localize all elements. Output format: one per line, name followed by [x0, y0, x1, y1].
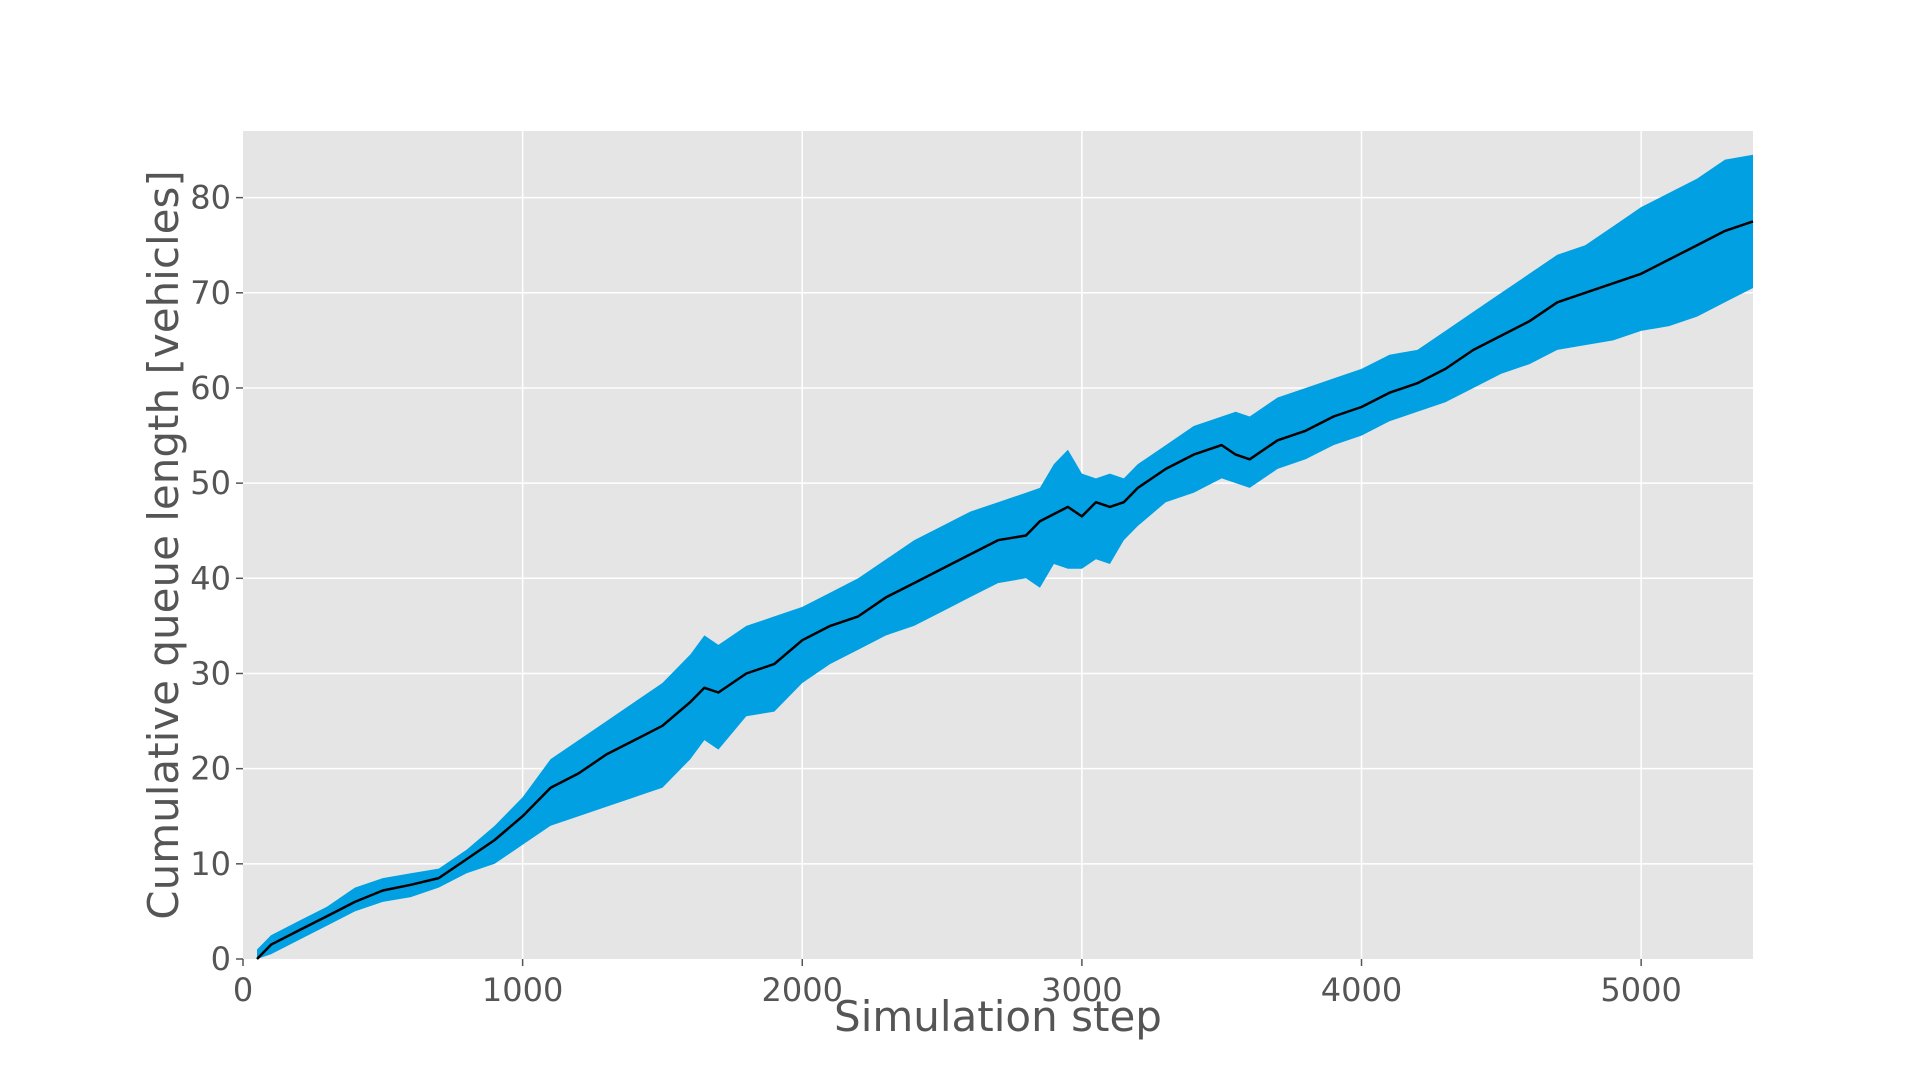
- x-tick-label: 3000: [1041, 971, 1122, 1009]
- x-axis-label: Simulation step: [834, 992, 1162, 1041]
- spread-band: [257, 154, 1753, 960]
- y-tick-label: 0: [211, 940, 231, 978]
- x-tick-label: 1000: [482, 971, 563, 1009]
- x-tick-label: 4000: [1321, 971, 1402, 1009]
- y-axis-label: Cumulative queue length [vehicles]: [139, 170, 188, 919]
- y-tick-label: 80: [190, 179, 231, 217]
- y-tick-label: 40: [190, 559, 231, 597]
- y-tick-label: 20: [190, 750, 231, 788]
- y-tick-label: 70: [190, 274, 231, 312]
- axis-ticks: 0 1000 2000 3000 4000 5000 0 10 20 30 40 50 60 70 80: [190, 179, 1682, 1009]
- x-tick-label: 2000: [762, 971, 843, 1009]
- x-tick-label: 5000: [1600, 971, 1681, 1009]
- y-tick-label: 30: [190, 654, 231, 692]
- y-tick-label: 60: [190, 369, 231, 407]
- x-tick-label: 0: [233, 971, 253, 1009]
- y-tick-label: 10: [190, 845, 231, 883]
- mean-line: [256, 220, 1754, 960]
- y-tick-label: 50: [190, 464, 231, 502]
